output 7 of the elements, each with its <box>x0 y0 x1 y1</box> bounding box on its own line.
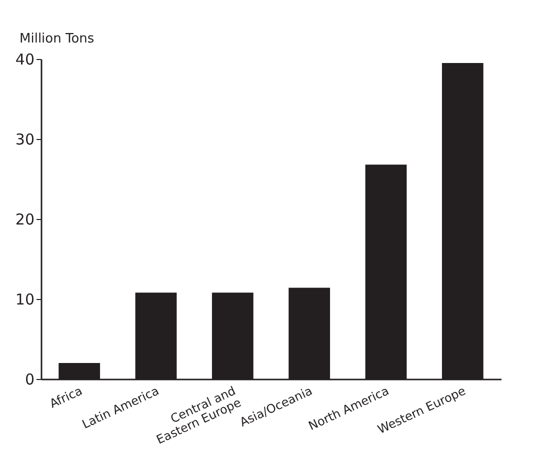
y-tick-label: 0 <box>24 370 34 388</box>
y-tick-label: 30 <box>15 130 34 148</box>
y-axis-title: Million Tons <box>20 32 94 46</box>
y-tick-label: 20 <box>15 210 34 228</box>
y-tick-label: 10 <box>15 290 34 308</box>
y-tick-label: 40 <box>15 50 34 68</box>
x-tick-label: Africa <box>47 384 84 411</box>
